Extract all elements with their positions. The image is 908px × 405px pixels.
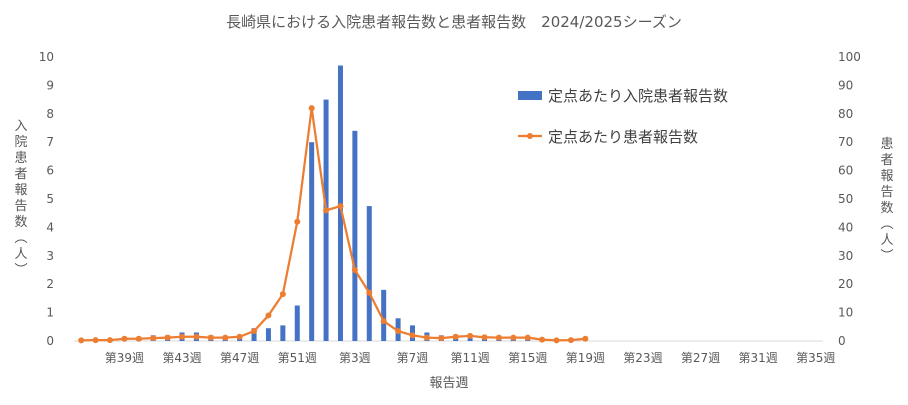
line-series [81,106,586,342]
bar [294,305,300,341]
y-left-tick-label: 0 [46,334,54,348]
line-point [107,337,114,344]
line-point [438,335,445,342]
x-tick-label: 第31週 [739,351,778,365]
line-point [467,332,474,339]
line-point [380,318,387,325]
y-left-tick-label: 3 [46,249,54,263]
x-tick-label: 第19週 [566,351,605,365]
line-point [164,334,171,341]
y-right-tick-label: 10 [838,306,853,320]
bar [323,99,329,341]
axis-titles: 報告週 入院患者報告数︵人︶ 患者報告数︵人︶ [14,119,893,391]
line-point [510,334,517,341]
line-point [121,335,128,342]
x-axis-title: 報告週 [429,376,468,391]
line-point [236,333,243,340]
line-point [524,334,531,341]
legend-label: 定点あたり入院患者報告数 [548,87,728,105]
line-point [92,337,99,344]
line-point [337,203,344,210]
y-left-tick-label: 5 [46,192,54,206]
line-point [207,334,214,341]
y-left-tick-label: 1 [46,306,54,320]
line-point [423,334,430,341]
y-right-tick-label: 60 [838,164,853,178]
line-point [495,334,502,341]
bar [467,338,473,341]
y-left-tick-label: 9 [46,78,54,92]
y-left-tick-label: 2 [46,277,54,291]
y-right-tick-label: 50 [838,192,853,206]
line-point [265,312,272,319]
line-point [582,335,589,342]
legend-label: 定点あたり患者報告数 [548,128,698,146]
line-point [308,105,315,112]
y-right-tick-label: 40 [838,220,853,234]
y-left-tick-label: 6 [46,164,54,178]
legend-swatch-bar [518,91,542,100]
y-right-tick-label: 20 [838,277,853,291]
y-right-axis-title: 患者報告数︵人︶ [880,137,893,264]
line-point [251,328,258,335]
y-right-tick-label: 80 [838,107,853,121]
line-point [323,207,330,214]
line-point [179,333,186,340]
line-point [539,336,546,343]
line-point [294,218,301,225]
line-point [279,291,286,298]
line-point [351,267,358,273]
bar [352,130,358,341]
y-right-tick-label: 70 [838,135,853,149]
x-tick-label: 第39週 [105,351,144,365]
x-tick-label: 第43週 [162,351,201,365]
x-tick-label: 第3週 [339,351,371,365]
y-right-tick-label: 100 [838,50,861,64]
line-point [553,337,560,344]
x-tick-label: 第23週 [623,351,662,365]
line-point [78,337,85,344]
line-point [366,289,373,296]
chart-title: 長崎県における入院患者報告数と患者報告数 2024/2025シーズン [226,13,682,31]
line-point [452,333,459,340]
bar [366,206,372,341]
y-left-axis-title: 入院患者報告数︵人︶ [14,119,27,278]
line-point [481,334,488,341]
bar [265,328,271,341]
bar [251,328,257,341]
y-left-tick-label: 10 [39,50,54,64]
y-right-tick-label: 30 [838,249,853,263]
line-point [150,335,157,342]
x-tick-label: 第15週 [508,351,547,365]
line-point [135,335,142,342]
x-tick-label: 第51週 [278,351,317,365]
x-tick-label: 第47週 [220,351,259,365]
bar [309,142,315,341]
bar [381,289,387,341]
y-left-tick-label: 8 [46,107,54,121]
legend-swatch-marker [527,133,533,139]
line-point [395,328,402,335]
y-right-tick-label: 0 [838,334,846,348]
x-tick-label: 第11週 [450,351,489,365]
line-point [567,337,574,344]
x-tick-label: 第7週 [397,351,429,365]
bar [280,325,286,341]
y-left-tick-label: 4 [46,220,54,234]
x-tick-label: 第27週 [681,351,720,365]
y-right-tick-label: 90 [838,78,853,92]
line-point [409,332,416,339]
x-tick-label: 第35週 [796,351,835,365]
y-left-tick-label: 7 [46,135,54,149]
line-point [193,333,200,340]
line-point [222,334,229,341]
